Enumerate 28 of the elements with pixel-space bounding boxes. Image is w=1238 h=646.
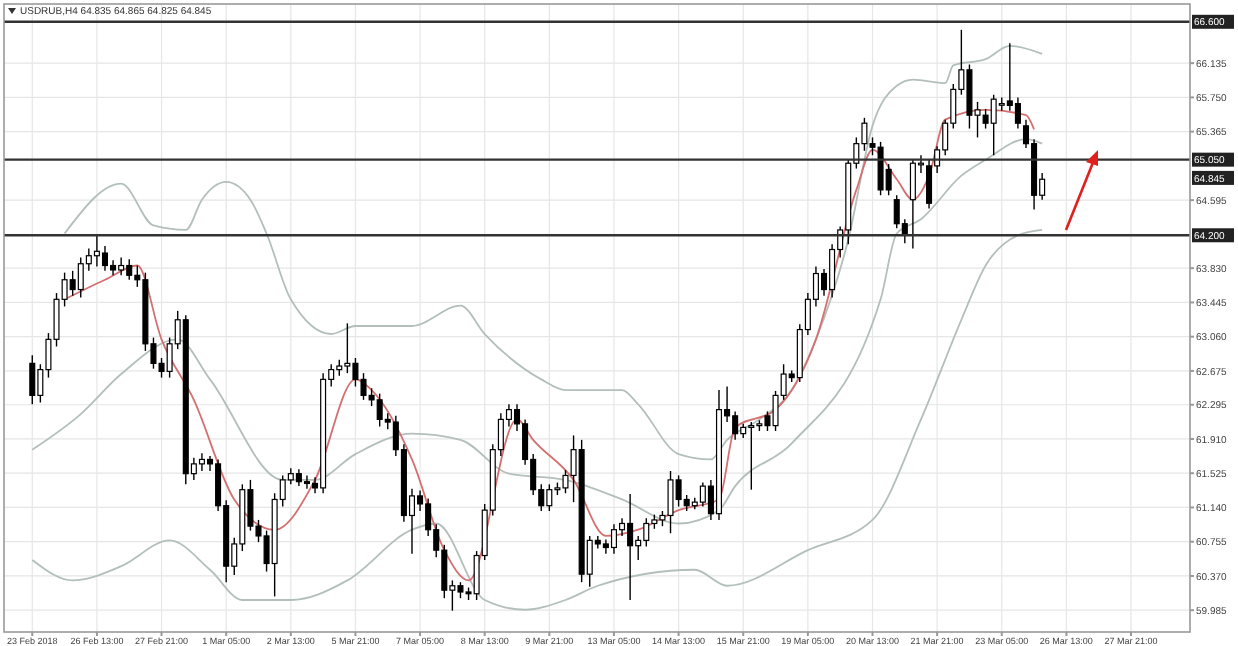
candlestick bbox=[101, 245, 109, 272]
candlestick bbox=[610, 523, 617, 555]
candlestick bbox=[126, 258, 133, 281]
candlestick bbox=[352, 357, 359, 388]
candlestick bbox=[893, 194, 900, 229]
candlestick bbox=[966, 63, 973, 130]
candlestick bbox=[990, 94, 997, 156]
candlestick bbox=[376, 392, 383, 428]
candlestick bbox=[732, 410, 739, 441]
candlestick bbox=[303, 474, 310, 490]
candlestick bbox=[675, 474, 682, 508]
candlestick bbox=[344, 322, 351, 374]
candlestick bbox=[29, 354, 36, 405]
candlestick bbox=[1014, 96, 1021, 130]
candlestick bbox=[546, 483, 553, 512]
line-series bbox=[63, 44, 1044, 461]
candlestick bbox=[699, 481, 706, 508]
candlestick bbox=[877, 141, 884, 196]
candlestick bbox=[643, 517, 650, 548]
candlestick bbox=[77, 256, 84, 299]
candlestick bbox=[198, 452, 205, 472]
candlestick bbox=[667, 470, 674, 534]
line-series bbox=[31, 229, 1044, 611]
candlestick bbox=[627, 493, 634, 601]
candlestick bbox=[909, 158, 916, 250]
candlestick bbox=[748, 421, 755, 491]
candlestick bbox=[93, 234, 100, 268]
candlestick bbox=[69, 270, 76, 297]
